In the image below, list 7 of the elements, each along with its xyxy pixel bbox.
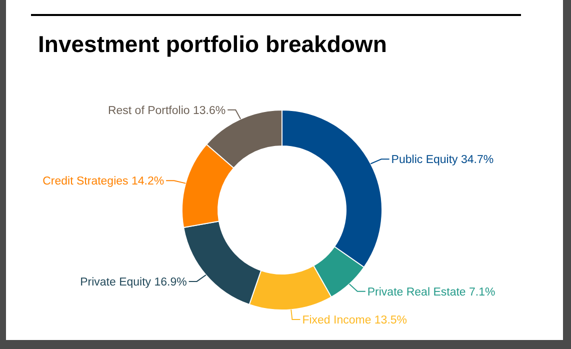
chart-title: Investment portfolio breakdown [38, 31, 387, 57]
slice-label: Private Real Estate 7.1% [367, 286, 496, 298]
slice-label: Fixed Income 13.5% [302, 314, 408, 327]
slice-label: Public Equity 34.7% [391, 154, 494, 166]
slice-label: Private Equity 16.9% [80, 276, 187, 288]
slice-label: Rest of Portfolio 13.6% [108, 104, 226, 117]
slice-label: Credit Strategies 14.2% [42, 176, 164, 188]
